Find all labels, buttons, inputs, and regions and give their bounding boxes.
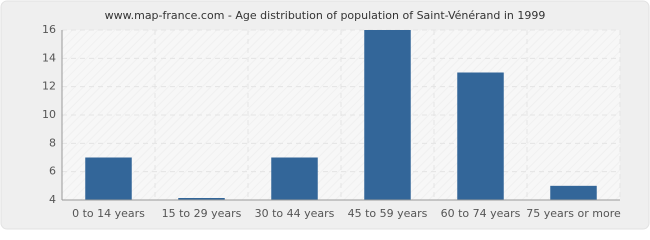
x-tick-label: 30 to 44 years (255, 207, 335, 220)
y-tick-label: 14 (42, 51, 56, 64)
bar (178, 198, 225, 200)
chart-title: www.map-france.com - Age distribution of… (105, 9, 546, 22)
y-tick-label: 10 (42, 108, 56, 121)
x-tick-label: 60 to 74 years (441, 207, 521, 220)
x-tick-label: 15 to 29 years (162, 207, 242, 220)
y-tick-label: 12 (42, 80, 56, 93)
bar (550, 185, 597, 200)
chart: www.map-france.com - Age distribution of… (0, 0, 650, 230)
bar (271, 157, 318, 200)
y-tick-label: 6 (49, 165, 56, 178)
y-tick-label: 8 (49, 136, 56, 149)
x-tick-label: 75 years or more (526, 207, 621, 220)
bar (457, 72, 504, 200)
x-tick-label: 45 to 59 years (348, 207, 428, 220)
y-tick-label: 4 (49, 193, 56, 206)
bar (364, 30, 411, 200)
bar (85, 157, 132, 200)
x-tick-label: 0 to 14 years (72, 207, 145, 220)
y-tick-label: 16 (42, 23, 56, 36)
